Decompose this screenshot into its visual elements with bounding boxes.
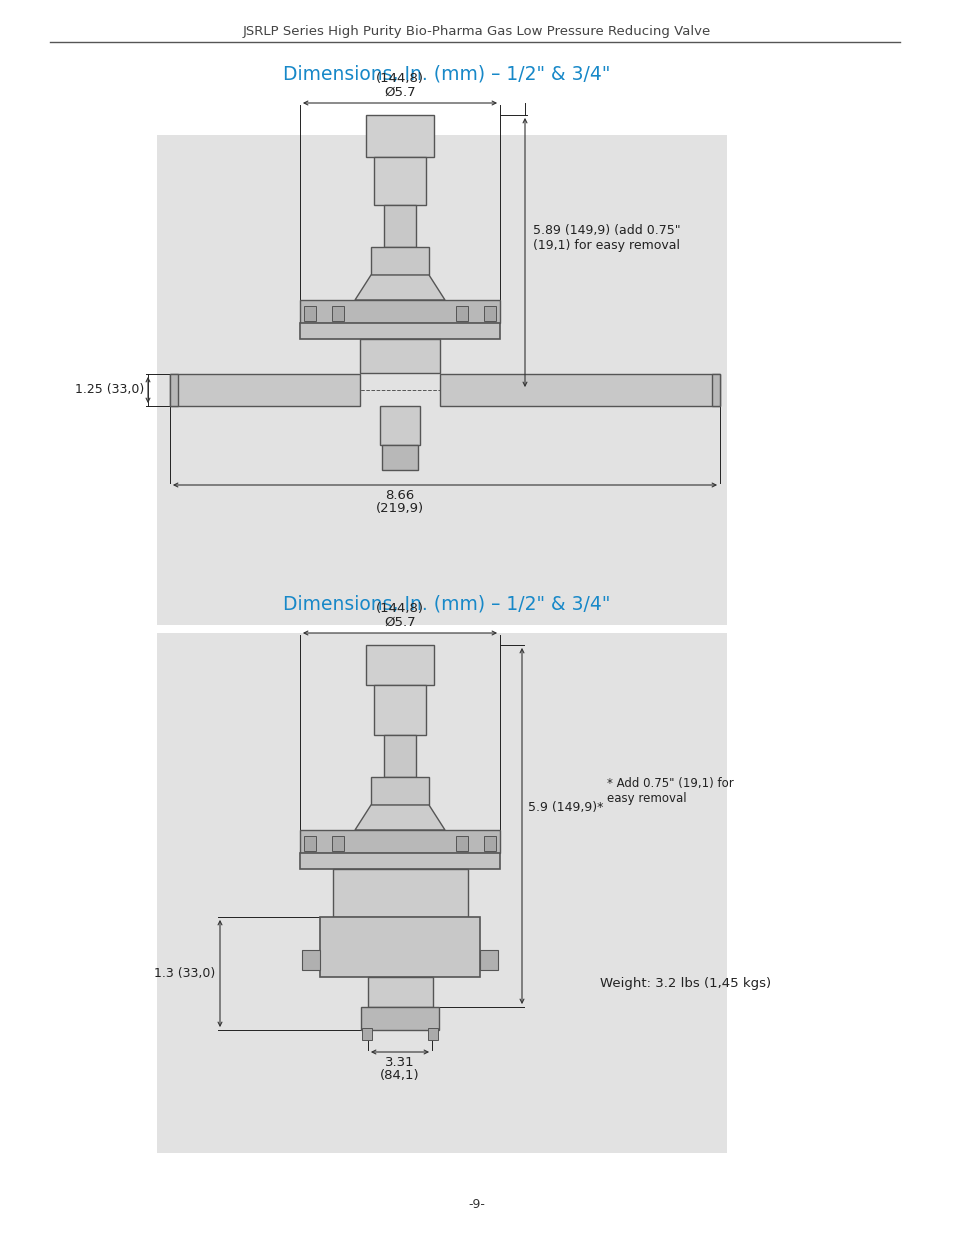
Text: 1.3 (33,0): 1.3 (33,0) bbox=[153, 967, 214, 981]
Bar bbox=[371, 247, 429, 275]
Bar bbox=[170, 374, 178, 406]
Text: Ø5.7: Ø5.7 bbox=[384, 86, 416, 99]
Bar bbox=[359, 338, 439, 373]
Bar bbox=[456, 836, 468, 851]
Text: 5.89 (149,9) (add 0.75"
(19,1) for easy removal: 5.89 (149,9) (add 0.75" (19,1) for easy … bbox=[533, 224, 679, 252]
Text: Weight: 3.2 lbs (1,45 kgs): Weight: 3.2 lbs (1,45 kgs) bbox=[599, 977, 770, 990]
Bar bbox=[319, 918, 479, 977]
Bar bbox=[361, 1028, 372, 1040]
Bar bbox=[157, 634, 726, 1153]
Bar bbox=[360, 1007, 438, 1030]
Bar bbox=[483, 306, 496, 321]
Bar bbox=[366, 115, 434, 157]
Bar bbox=[483, 836, 496, 851]
Text: JSRLP Series High Purity Bio-Pharma Gas Low Pressure Reducing Valve: JSRLP Series High Purity Bio-Pharma Gas … bbox=[243, 25, 710, 38]
Text: * Add 0.75" (19,1) for
easy removal: * Add 0.75" (19,1) for easy removal bbox=[606, 777, 733, 805]
Bar bbox=[170, 374, 359, 406]
Bar bbox=[428, 1028, 437, 1040]
Bar bbox=[157, 135, 726, 625]
Bar bbox=[381, 445, 417, 471]
Bar bbox=[456, 306, 468, 321]
Bar bbox=[479, 950, 497, 971]
Polygon shape bbox=[355, 805, 444, 830]
Bar bbox=[384, 735, 416, 777]
Bar bbox=[384, 205, 416, 247]
Text: 3.31: 3.31 bbox=[385, 1056, 415, 1070]
Bar bbox=[439, 374, 720, 406]
Bar bbox=[299, 300, 499, 324]
Text: (144,8): (144,8) bbox=[375, 72, 423, 85]
Bar bbox=[299, 853, 499, 869]
Bar bbox=[332, 836, 344, 851]
Bar bbox=[711, 374, 720, 406]
Bar bbox=[374, 685, 426, 735]
Bar bbox=[332, 306, 344, 321]
Text: 1.25 (33,0): 1.25 (33,0) bbox=[74, 384, 144, 396]
Bar bbox=[374, 157, 426, 205]
Bar bbox=[368, 977, 433, 1007]
Text: 8.66: 8.66 bbox=[385, 489, 415, 501]
Text: (219,9): (219,9) bbox=[375, 501, 424, 515]
Text: (84,1): (84,1) bbox=[380, 1070, 419, 1082]
Bar bbox=[302, 950, 319, 971]
Bar bbox=[304, 836, 315, 851]
Text: 5.9 (149,9)*: 5.9 (149,9)* bbox=[527, 802, 602, 815]
Bar bbox=[366, 645, 434, 685]
Bar bbox=[333, 869, 468, 918]
Bar bbox=[299, 830, 499, 853]
Polygon shape bbox=[355, 275, 444, 300]
Text: Ø5.7: Ø5.7 bbox=[384, 616, 416, 629]
Text: -9-: -9- bbox=[468, 1198, 485, 1212]
Bar bbox=[304, 306, 315, 321]
Text: (144,8): (144,8) bbox=[375, 601, 423, 615]
Bar bbox=[379, 406, 419, 445]
Text: Dimensions, In. (mm) – 1/2" & 3/4": Dimensions, In. (mm) – 1/2" & 3/4" bbox=[283, 65, 610, 84]
Bar bbox=[371, 777, 429, 805]
Bar bbox=[299, 324, 499, 338]
Text: Dimensions, In. (mm) – 1/2" & 3/4": Dimensions, In. (mm) – 1/2" & 3/4" bbox=[283, 595, 610, 614]
